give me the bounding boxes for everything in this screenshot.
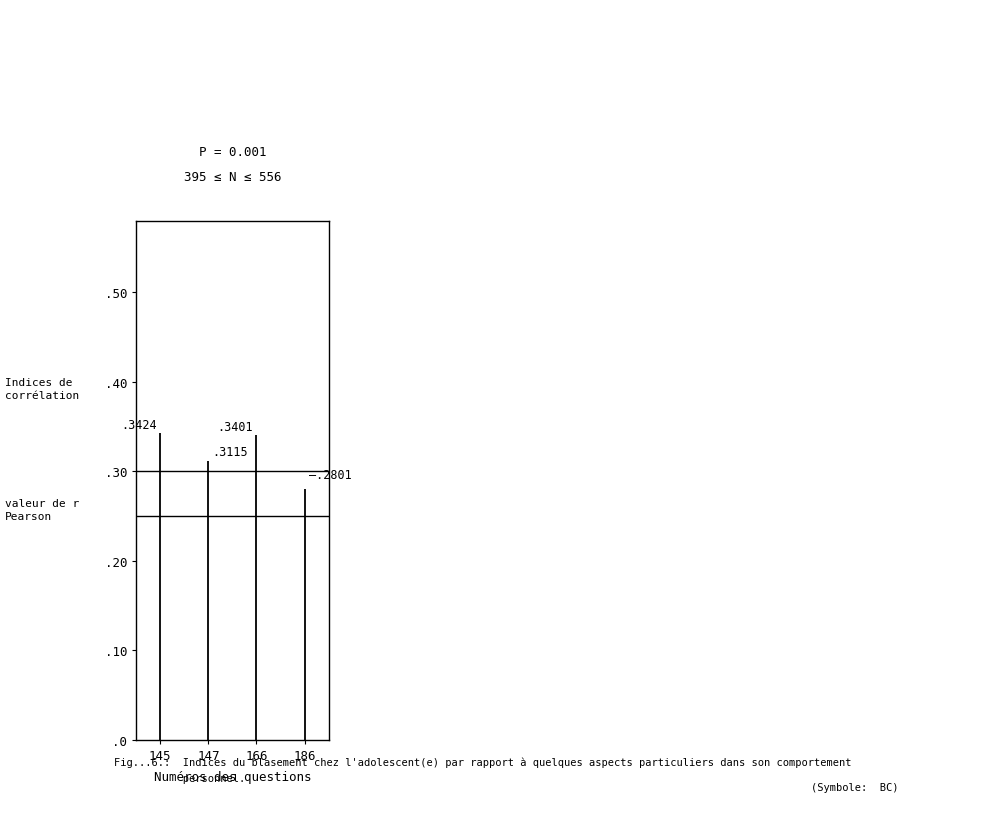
Text: corrélation: corrélation (5, 390, 79, 400)
Text: valeur de r: valeur de r (5, 498, 79, 508)
Text: Fig...6.:  Indices du blasement chez l'adolescent(e) par rapport à quelques aspe: Fig...6.: Indices du blasement chez l'ad… (113, 757, 850, 767)
Text: (Symbole:  BC): (Symbole: BC) (810, 782, 897, 792)
Text: .3115: .3115 (212, 446, 247, 459)
Text: 395 ≤ N ≤ 556: 395 ≤ N ≤ 556 (183, 171, 281, 184)
Text: .3401: .3401 (217, 421, 252, 433)
Text: personnel.: personnel. (113, 773, 245, 783)
Text: .3424: .3424 (120, 418, 156, 431)
Text: P = 0.001: P = 0.001 (198, 145, 266, 159)
X-axis label: Numéros des questions: Numéros des questions (154, 770, 311, 783)
Text: Indices de: Indices de (5, 377, 72, 387)
Text: Pearson: Pearson (5, 512, 52, 522)
Text: –.2801: –.2801 (310, 469, 352, 482)
